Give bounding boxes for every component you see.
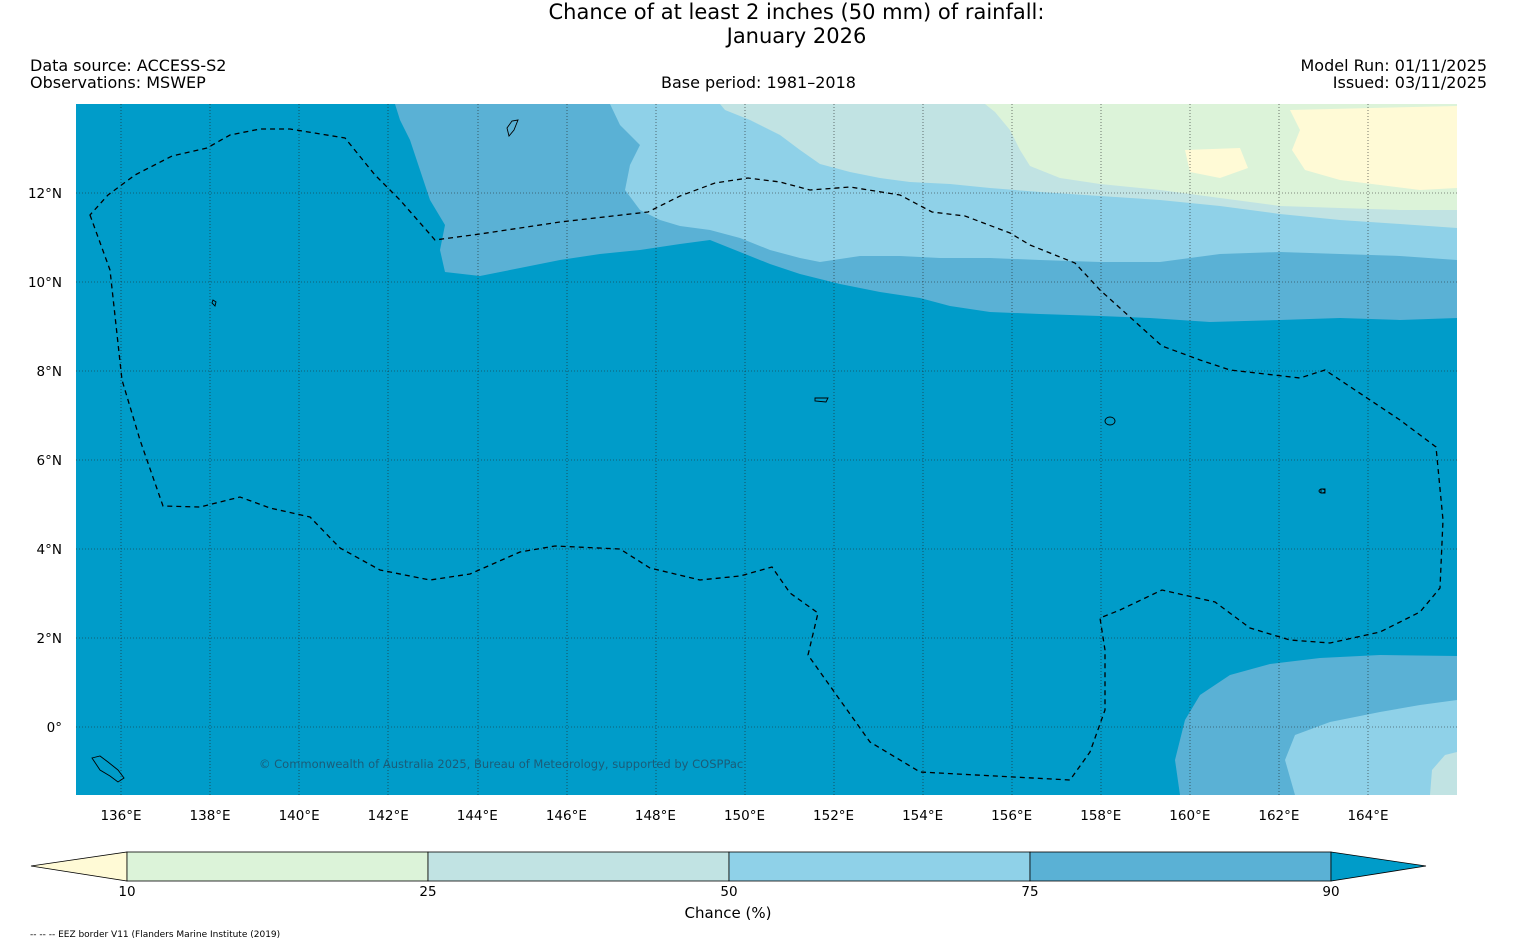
model-run-label: Model Run: 01/11/2025 — [1300, 56, 1488, 75]
lat-tick-label: 6°N — [37, 453, 62, 469]
lon-tick-label: 152°E — [813, 808, 854, 824]
eez-border — [89, 128, 1444, 781]
islands — [91, 119, 1326, 783]
lat-tick-labels: 12°N 10°N 8°N 6°N 4°N 2°N 0° — [28, 186, 62, 736]
guam-island — [506, 119, 519, 137]
colorbar-tick-label: 25 — [419, 884, 436, 900]
lon-tick-label: 156°E — [991, 808, 1032, 824]
colorbar-tick-label: 75 — [1021, 884, 1038, 900]
lat-tick-label: 12°N — [28, 186, 62, 202]
colorbar-extend-high — [1330, 851, 1427, 882]
lat-tick-label: 8°N — [37, 364, 62, 380]
lon-tick-label: 158°E — [1080, 808, 1121, 824]
chuuk-island — [1104, 416, 1116, 426]
lon-tick-label: 164°E — [1347, 808, 1388, 824]
gridlines — [76, 104, 1457, 795]
kosrae-island — [1320, 488, 1326, 494]
lon-tick-label: 140°E — [279, 808, 320, 824]
lon-tick-label: 146°E — [546, 808, 587, 824]
yap-island — [211, 299, 217, 307]
issued-label: Issued: 03/11/2025 — [1332, 73, 1487, 92]
lon-tick-label: 150°E — [724, 808, 765, 824]
lon-tick-label: 160°E — [1169, 808, 1210, 824]
data-source-label: Data source: ACCESS-S2 — [30, 56, 227, 75]
colorbar-tick-label: 90 — [1322, 884, 1339, 900]
colorbar-segment-75-90 — [1029, 851, 1332, 882]
lat-tick-label: 10°N — [28, 275, 62, 291]
colorbar-segment-50-75 — [728, 851, 1031, 882]
lat-tick-label: 4°N — [37, 542, 62, 558]
lat-tick-label: 0° — [47, 720, 62, 736]
colorbar-segment-25-50 — [427, 851, 730, 882]
colorbar-label: Chance (%) — [685, 904, 772, 922]
band-below-10-north — [1290, 106, 1457, 190]
colorbar-extend-low — [30, 851, 128, 882]
lon-tick-label: 154°E — [902, 808, 943, 824]
lon-tick-label: 148°E — [635, 808, 676, 824]
base-period-label: Base period: 1981–2018 — [661, 73, 856, 92]
colorbar-segment-10-25 — [126, 851, 429, 882]
lon-tick-label: 144°E — [457, 808, 498, 824]
observations-label: Observations: MSWEP — [30, 73, 206, 92]
lon-tick-label: 138°E — [190, 808, 231, 824]
palau-islands — [91, 755, 125, 783]
colorbar-tick-label: 50 — [720, 884, 737, 900]
map-title-line2: January 2026 — [726, 24, 867, 48]
map-area: © Commonwealth of Australia 2025, Bureau… — [76, 104, 1457, 795]
band-below-10-patch — [1185, 148, 1248, 178]
copyright-notice: © Commonwealth of Australia 2025, Bureau… — [259, 757, 743, 771]
colorbar-tick-labels: 10 25 50 75 90 — [118, 884, 1339, 900]
band-25-50-south — [1430, 752, 1457, 795]
lon-tick-label: 136°E — [100, 808, 141, 824]
map-title-line1: Chance of at least 2 inches (50 mm) of r… — [548, 0, 1045, 24]
lon-tick-label: 142°E — [368, 808, 409, 824]
lat-tick-label: 2°N — [37, 631, 62, 647]
band-50-75-south — [1285, 700, 1457, 795]
colorbar-tick-label: 10 — [118, 884, 135, 900]
lon-tick-label: 162°E — [1258, 808, 1299, 824]
eez-footnote: -- -- -- EEZ border V11 (Flanders Marine… — [30, 930, 281, 940]
atoll-small — [814, 397, 829, 403]
colorbar — [30, 851, 1427, 882]
lon-tick-labels: 136°E 138°E 140°E 142°E 144°E 146°E 148°E 150°E… — [100, 808, 1388, 824]
